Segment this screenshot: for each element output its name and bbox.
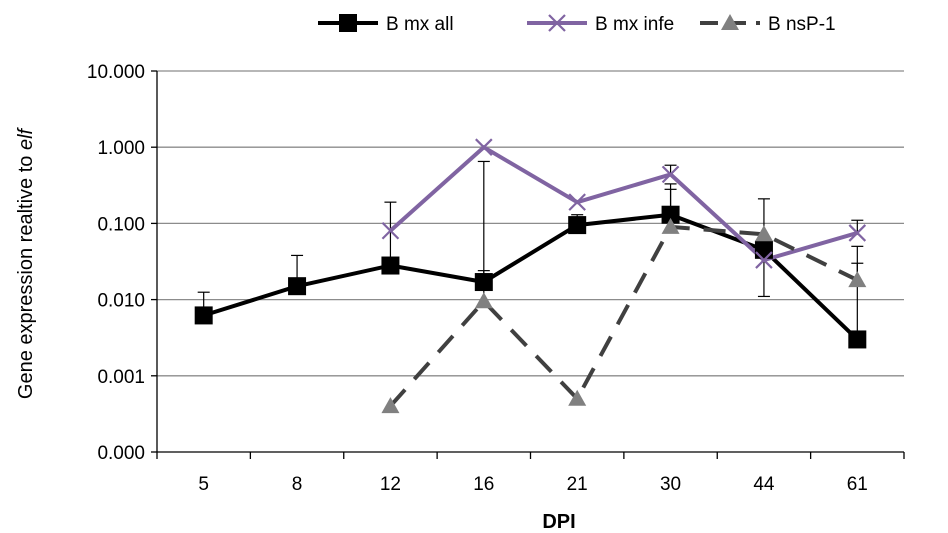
- x-tick-labels: 5 8 12 16 21 30 44 61: [198, 474, 867, 495]
- y-tick-label: 0.100: [97, 214, 145, 235]
- legend: B mx all B mx infe B nsP-1: [318, 14, 836, 35]
- marker-x: [661, 165, 680, 184]
- marker-triangle: [754, 225, 773, 242]
- x-tick-label: 61: [847, 474, 868, 495]
- legend-label-0: B mx all: [386, 14, 454, 35]
- x-tick-label: 12: [380, 474, 401, 495]
- marker-square: [754, 240, 773, 259]
- y-tick-label: 10.000: [87, 62, 145, 83]
- marker-x: [475, 138, 493, 156]
- marker-square: [474, 273, 493, 292]
- series-line-1: [389, 145, 858, 263]
- legend-label-1: B mx infe: [595, 14, 674, 35]
- x-tick-label: 44: [753, 474, 775, 495]
- marker-x: [848, 224, 867, 242]
- gridlines: [157, 70, 904, 377]
- marker-triangle: [848, 271, 867, 288]
- x-tick-label: 30: [660, 474, 681, 495]
- y-axis-title: Gene expression realtive to elf: [15, 126, 37, 399]
- marker-square: [194, 306, 213, 325]
- marker-square: [661, 205, 680, 224]
- marker-square: [848, 330, 867, 349]
- x-tick-label: 21: [567, 474, 588, 495]
- axes: [151, 70, 905, 459]
- x-axis-title: DPI: [542, 511, 575, 533]
- marker-square: [339, 14, 357, 32]
- series-lines: [203, 145, 859, 408]
- marker-x: [381, 222, 400, 240]
- legend-label-2: B nsP-1: [768, 14, 836, 35]
- y-tick-label: 1.000: [97, 138, 145, 159]
- y-tick-label: 0.010: [97, 291, 145, 312]
- marker-x: [548, 14, 566, 32]
- y-axis-title-italic: elf: [15, 126, 37, 150]
- marker-triangle: [474, 292, 493, 309]
- y-tick-label: 0.000: [97, 443, 145, 464]
- marker-x: [755, 251, 773, 269]
- marker-triangle: [661, 217, 680, 234]
- x-tick-label: 16: [473, 474, 494, 495]
- series-markers: [194, 138, 867, 414]
- x-tick-label: 5: [198, 474, 209, 495]
- marker-triangle: [381, 397, 400, 414]
- y-axis-title-text: Gene expression realtive to: [15, 150, 37, 399]
- marker-square: [381, 256, 400, 275]
- y-tick-label: 0.001: [97, 367, 145, 388]
- marker-square: [568, 216, 587, 235]
- x-tick-label: 8: [292, 474, 303, 495]
- marker-triangle: [721, 14, 739, 30]
- marker-x: [568, 193, 586, 211]
- series-line-2: [388, 224, 859, 408]
- y-tick-labels: 0.000 0.001 0.010 0.100 1.000 10.000: [87, 62, 145, 464]
- marker-triangle: [568, 389, 587, 406]
- marker-square: [288, 277, 307, 296]
